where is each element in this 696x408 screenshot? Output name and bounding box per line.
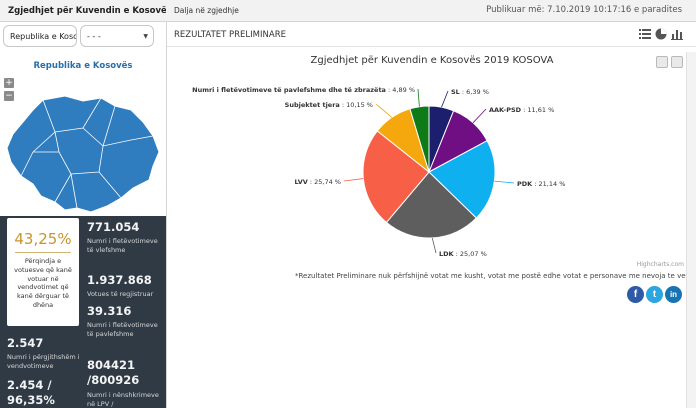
map-title: Republika e Kosovës — [33, 61, 133, 71]
stat-signatures: 804421 /800926 Numri i nënshkrimeve në L… — [87, 358, 159, 408]
pie-connector — [441, 90, 449, 108]
pie-view-icon[interactable] — [655, 28, 667, 40]
stat-label: Numri i nënshkrimeve në LPV / fletëvotim… — [87, 391, 159, 408]
sidebar: Zgjedhjet për Kuvendin e Kosovës 2019 Re… — [0, 0, 199, 408]
pie-connector — [431, 237, 437, 254]
panel-header: REZULTATET PRELIMINARE — [167, 22, 696, 47]
stat-label: Numri i fletëvotimeve të pavlefshme — [87, 321, 158, 338]
stat-invalid-ballots: 39.316 Numri i fletëvotimeve të pavlefsh… — [87, 304, 159, 338]
stat-label: Numri i përgjithshëm i vendvotimeve — [7, 353, 80, 370]
turnout-tab[interactable]: Dalja në zgjedhje — [174, 6, 239, 15]
chart-title: Zgjedhjet për Kuvendin e Kosovës 2019 KO… — [310, 55, 554, 66]
municipality-select[interactable]: - - - ▼ — [80, 25, 154, 47]
pie-connector — [343, 178, 364, 182]
pie-slice-pdk[interactable] — [428, 140, 496, 219]
stat-label: Numri i fletëvotimeve të vlefshme — [87, 237, 158, 254]
stat-value: 771.054 — [87, 220, 140, 234]
pie-connector — [417, 88, 420, 107]
results-panel: REZULTATET PRELIMINARE Zgjedhjet për Kuv… — [166, 22, 696, 408]
list-view-icon[interactable] — [639, 28, 651, 40]
download-icon[interactable] — [671, 56, 683, 68]
turnout-percent: 43,25% — [14, 230, 72, 248]
map-area: Republika e Kosovës + − — [0, 52, 166, 216]
stat-value: 39.316 — [87, 304, 132, 318]
stat-valid-ballots: 771.054 Numri i fletëvotimeve të vlefshm… — [87, 220, 159, 254]
election-title: Zgjedhjet për Kuvendin e Kosovës 2019 — [0, 0, 199, 22]
stat-reported-stations: 2.454 / 96,35% — [7, 378, 83, 408]
linkedin-share-button[interactable]: in — [665, 286, 682, 303]
facebook-share-button[interactable]: f — [627, 286, 644, 303]
stat-registered-voters: 1.937.868 Votues të regjistruar — [87, 273, 163, 299]
scrollbar[interactable] — [686, 52, 696, 408]
municipality-select-value: - - - — [87, 32, 101, 41]
print-icon[interactable] — [656, 56, 668, 68]
stat-polling-stations: 2.547 Numri i përgjithshëm i vendvotimev… — [7, 336, 83, 370]
pie-chart: SL : 6,39 % AAK-PSD : 11,61 % PDK : 21,14 … — [192, 86, 565, 258]
top-bar: Dalja në zgjedhje Publikuar më: 7.10.201… — [166, 0, 696, 22]
turnout-card: 43,25% Përqindja e votuesve që kanë votu… — [7, 218, 79, 326]
pie-label: LDK : 25,07 % — [439, 250, 487, 258]
region-select-value: Republika e Kosovës — [10, 32, 76, 41]
zoom-in-button[interactable]: + — [4, 78, 14, 88]
divider — [15, 252, 71, 253]
stat-value: 2.454 / 96,35% — [7, 378, 55, 407]
pie-label: PDK : 21,14 % — [517, 180, 565, 188]
pie-connector — [472, 108, 487, 124]
pie-label: Numri i fletëvotimeve të pavlefshme dhe … — [192, 86, 415, 94]
zoom-out-button[interactable]: − — [4, 91, 14, 101]
results-note: *Rezultatet Preliminare nuk përfshijnë v… — [295, 272, 696, 280]
stat-value: 804421 /800926 — [87, 358, 140, 387]
stat-value: 2.547 — [7, 336, 44, 350]
turnout-description: Përqindja e votuesve që kanë votuar në v… — [14, 257, 72, 309]
pie-slice-ldk[interactable] — [385, 171, 478, 239]
chevron-down-icon: ▼ — [143, 33, 148, 40]
pie-label: Subjektet tjera : 10,15 % — [285, 101, 373, 109]
stat-label: Votues të regjistruar — [87, 290, 154, 298]
region-select[interactable]: Republika e Kosovës — [3, 25, 77, 47]
published-timestamp: Publikuar më: 7.10.2019 10:17:16 e parad… — [486, 5, 682, 15]
pie-connector — [494, 180, 515, 184]
chart-credit[interactable]: Highcharts.com — [636, 261, 684, 268]
pie-connector — [375, 103, 393, 118]
twitter-share-button[interactable]: t — [646, 286, 663, 303]
stat-value: 1.937.868 — [87, 273, 152, 287]
pie-label: LVV : 25,74 % — [295, 178, 342, 186]
bar-view-icon[interactable] — [671, 28, 683, 40]
panel-title: REZULTATET PRELIMINARE — [174, 30, 286, 40]
filter-bar: Republika e Kosovës - - - ▼ — [0, 22, 166, 52]
kosovo-map[interactable] — [3, 92, 163, 214]
pie-label: SL : 6,39 % — [451, 88, 489, 96]
pie-label: AAK-PSD : 11,61 % — [489, 106, 554, 114]
pie-slice-lvv[interactable] — [362, 130, 430, 224]
